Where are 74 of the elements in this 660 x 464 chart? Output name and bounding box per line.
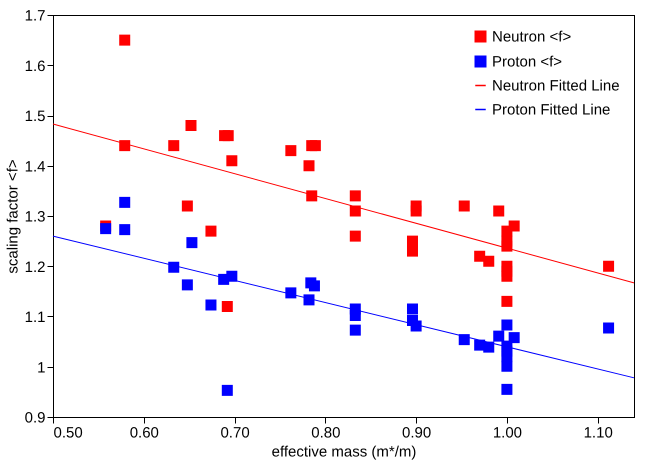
point xyxy=(474,250,486,262)
point xyxy=(119,34,130,46)
point xyxy=(458,200,470,212)
point xyxy=(350,230,361,242)
point xyxy=(222,300,233,312)
point xyxy=(308,280,320,292)
point xyxy=(410,320,422,332)
x-tick-label: 1.10 xyxy=(584,424,613,442)
point xyxy=(205,226,216,237)
point xyxy=(310,140,321,152)
legend-label: Proton <f> xyxy=(492,54,562,70)
point xyxy=(285,145,296,156)
y-tick-label: 1.4 xyxy=(24,158,46,176)
legend-label: Neutron <f> xyxy=(492,28,572,46)
y-tick-label: 0.9 xyxy=(24,410,46,426)
y-tick-label: 1.7 xyxy=(24,8,46,24)
point xyxy=(185,120,196,132)
point xyxy=(222,130,234,142)
point xyxy=(501,320,512,331)
point xyxy=(350,190,361,202)
y-tick-label: 1.2 xyxy=(24,258,46,276)
point xyxy=(304,294,315,306)
point xyxy=(603,260,614,272)
point xyxy=(226,270,238,282)
x-tick-label: 0.60 xyxy=(130,424,159,442)
point xyxy=(100,223,112,234)
point xyxy=(168,140,180,152)
point xyxy=(306,190,318,202)
x-tick-label: 0.70 xyxy=(220,424,250,442)
point xyxy=(182,279,193,290)
point xyxy=(508,220,520,232)
point xyxy=(483,256,494,267)
y-tick-label: 1.1 xyxy=(24,309,46,326)
point xyxy=(168,262,180,273)
point xyxy=(501,384,512,395)
x-tick-label: 1.00 xyxy=(492,424,522,442)
point xyxy=(483,342,494,353)
point xyxy=(350,205,361,216)
y-tick-label: 1.3 xyxy=(24,208,46,226)
y-tick-label: 1.6 xyxy=(24,58,46,75)
point xyxy=(406,246,418,257)
point xyxy=(508,332,520,344)
point xyxy=(350,310,361,321)
point xyxy=(226,155,238,166)
point xyxy=(501,360,512,372)
legend-label: Proton Fitted Line xyxy=(492,102,610,118)
point xyxy=(304,160,315,172)
point xyxy=(350,324,361,336)
point xyxy=(501,270,512,282)
point xyxy=(493,330,504,342)
point xyxy=(458,334,470,346)
point xyxy=(406,236,418,247)
x-tick-label: 0.50 xyxy=(54,424,83,442)
point xyxy=(410,205,422,216)
point xyxy=(501,240,512,252)
y-tick-label: 1 xyxy=(37,359,46,376)
x-tick-label: 0.80 xyxy=(311,424,340,442)
point xyxy=(119,224,130,236)
point xyxy=(222,384,233,396)
legend-label: Neutron Fitted Line xyxy=(492,78,620,94)
y-tick-label: 1.5 xyxy=(24,108,46,125)
point xyxy=(119,140,130,152)
x-tick-label: 0.90 xyxy=(402,424,432,442)
point xyxy=(603,322,614,334)
point xyxy=(406,303,418,314)
point xyxy=(186,237,198,248)
point xyxy=(493,205,504,216)
x-axis-title: effective mass (m*/m) xyxy=(272,444,416,460)
y-axis-title: scaling factor <f> xyxy=(4,159,22,274)
point xyxy=(119,196,130,208)
point xyxy=(182,200,193,212)
point xyxy=(501,296,512,307)
point xyxy=(205,299,216,310)
point xyxy=(285,287,296,298)
